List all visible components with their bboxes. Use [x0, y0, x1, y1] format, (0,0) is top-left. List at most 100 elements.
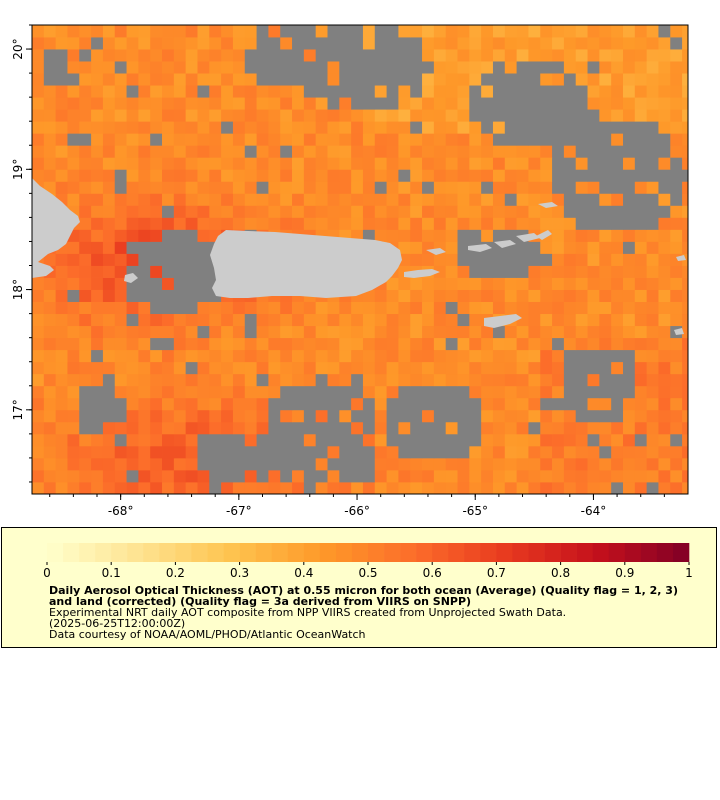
- aot-cell: [185, 397, 198, 411]
- aot-cell: [292, 157, 305, 170]
- aot-cell: [102, 205, 116, 218]
- aot-cell: [445, 49, 458, 62]
- aot-cell: [528, 397, 541, 411]
- aot-cell: [43, 349, 57, 363]
- aot-cell: [540, 301, 553, 315]
- aot-cell: [327, 121, 340, 134]
- aot-cell: [91, 373, 104, 387]
- aot-cell: [611, 313, 624, 327]
- aot-cell: [102, 481, 116, 494]
- missing-cell: [552, 109, 565, 122]
- aot-cell: [552, 361, 565, 375]
- aot-cell: [362, 349, 376, 363]
- aot-cell: [292, 85, 305, 98]
- aot-cell: [410, 229, 423, 242]
- missing-cell: [599, 157, 612, 170]
- aot-cell: [197, 49, 210, 62]
- aot-cell: [410, 145, 423, 158]
- aot-cell: [587, 397, 600, 411]
- aot-cell: [150, 325, 163, 339]
- missing-cell: [327, 37, 340, 50]
- missing-cell: [197, 457, 210, 471]
- aot-cell: [516, 349, 529, 363]
- aot-cell: [552, 193, 565, 206]
- aot-cell: [410, 217, 423, 230]
- missing-cell: [173, 277, 187, 290]
- missing-cell: [339, 457, 352, 471]
- aot-cell: [91, 193, 104, 206]
- aot-cell: [91, 277, 104, 290]
- missing-cell: [599, 361, 612, 375]
- aot-cell: [79, 205, 92, 218]
- aot-cell: [114, 313, 127, 327]
- aot-cell: [362, 325, 376, 339]
- missing-cell: [528, 97, 541, 110]
- aot-cell: [433, 193, 447, 206]
- aot-cell: [67, 109, 80, 122]
- colorbar-cell: [608, 543, 626, 562]
- aot-cell: [504, 37, 518, 50]
- aot-cell: [256, 349, 269, 363]
- aot-cell: [445, 253, 458, 266]
- colorbar-cell: [159, 543, 176, 562]
- aot-cell: [658, 253, 671, 266]
- missing-cell: [457, 253, 470, 266]
- aot-cell: [540, 385, 553, 399]
- aot-cell: [55, 481, 68, 494]
- missing-cell: [670, 193, 683, 206]
- aot-cell: [658, 37, 671, 50]
- aot-cell: [67, 349, 80, 363]
- aot-cell: [646, 109, 659, 122]
- aot-cell: [114, 481, 127, 494]
- colorbar-cell: [95, 543, 112, 562]
- aot-cell: [374, 469, 387, 483]
- colorbar-tick-label: 0.8: [551, 566, 570, 580]
- aot-cell: [126, 397, 139, 411]
- missing-cell: [481, 97, 494, 110]
- missing-cell: [173, 289, 187, 302]
- aot-cell: [504, 409, 518, 423]
- missing-cell: [516, 73, 529, 86]
- missing-cell: [126, 313, 139, 327]
- aot-cell: [422, 109, 435, 122]
- aot-cell: [575, 289, 588, 302]
- aot-cell: [410, 169, 423, 182]
- land-anguilla: [676, 255, 686, 261]
- aot-cell: [232, 61, 246, 74]
- aot-cell: [43, 373, 57, 387]
- aot-cell: [646, 61, 659, 74]
- aot-cell: [433, 121, 447, 134]
- missing-cell: [374, 37, 387, 50]
- missing-cell: [256, 433, 269, 447]
- aot-cell: [162, 421, 175, 435]
- missing-cell: [303, 61, 317, 74]
- missing-cell: [445, 397, 458, 411]
- aot-cell: [351, 205, 364, 218]
- aot-cell: [102, 109, 116, 122]
- aot-cell: [339, 193, 352, 206]
- aot-cell: [197, 61, 210, 74]
- land-mona: [124, 273, 138, 283]
- aot-cell: [244, 397, 257, 411]
- missing-cell: [43, 61, 57, 74]
- missing-cell: [504, 265, 518, 278]
- aot-cell: [457, 373, 470, 387]
- aot-cell: [102, 145, 116, 158]
- aot-cell: [43, 97, 57, 110]
- lon-tick-label: -65°: [462, 504, 488, 518]
- aot-cell: [469, 133, 482, 146]
- aot-cell: [670, 337, 683, 351]
- colorbar-cell: [351, 543, 369, 562]
- missing-cell: [126, 241, 139, 254]
- aot-cell: [91, 469, 104, 483]
- aot-cell: [386, 313, 399, 327]
- aot-cell: [102, 289, 116, 302]
- aot-cell: [457, 205, 470, 218]
- colorbar-tick-label: 0.4: [294, 566, 313, 580]
- missing-cell: [646, 145, 659, 158]
- aot-cell: [138, 397, 151, 411]
- missing-cell: [114, 61, 127, 74]
- aot-cell: [398, 313, 411, 327]
- missing-cell: [315, 469, 328, 483]
- aot-cell: [563, 421, 577, 435]
